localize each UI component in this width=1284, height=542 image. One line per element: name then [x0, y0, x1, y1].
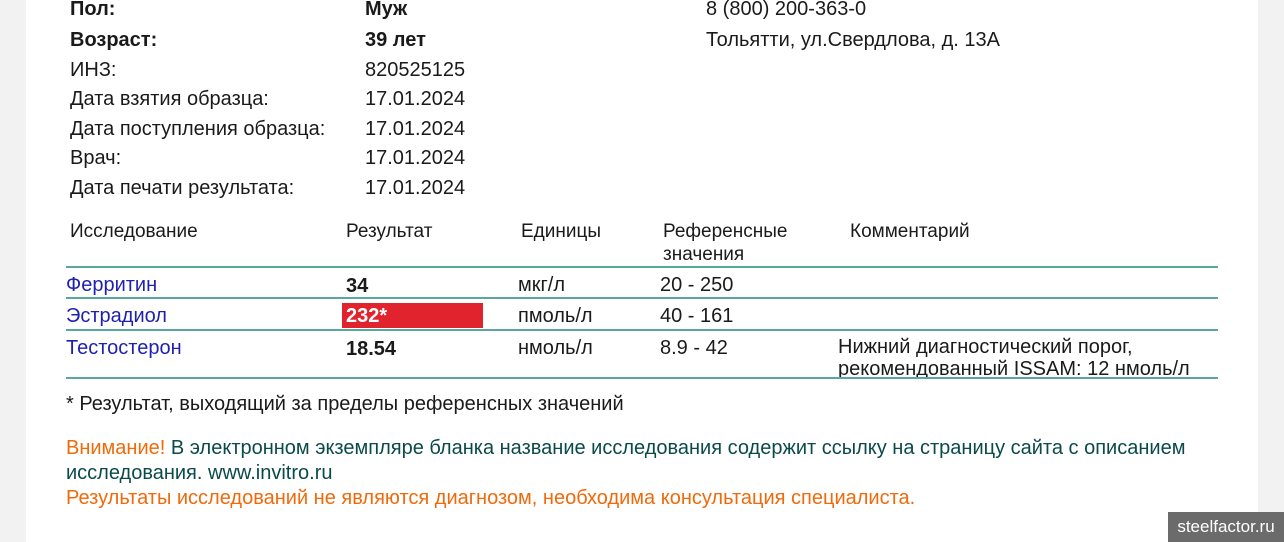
disclaimer: Результаты исследований не являются диаг…	[66, 487, 916, 509]
received-date-label: Дата поступления образца:	[70, 118, 326, 140]
test-link-ferritin[interactable]: Ферритин	[66, 274, 158, 296]
result-value: 34	[346, 275, 369, 297]
sample-date-label: Дата взятия образца:	[70, 88, 269, 110]
table-divider	[66, 329, 1218, 331]
result-sheet	[26, 0, 1258, 542]
header-ref-line1: Референсные	[663, 221, 788, 242]
units-value: пмоль/л	[518, 305, 593, 327]
contact-phone: 8 (800) 200-363-0	[706, 0, 867, 20]
ref-value: 8.9 - 42	[660, 337, 728, 359]
units-value: нмоль/л	[518, 337, 593, 359]
out-of-range-highlight	[342, 303, 483, 328]
attention-label: Внимание!	[66, 437, 166, 459]
comment-line2: рекомендованный ISSAM: 12 нмоль/л	[838, 358, 1190, 380]
header-result: Результат	[346, 221, 433, 242]
contact-address: Тольятти, ул.Свердлова, д. 13А	[706, 29, 1000, 51]
sex-value: Муж	[365, 0, 408, 20]
units-value: мкг/л	[518, 274, 566, 296]
doctor-value: 17.01.2024	[365, 147, 466, 169]
print-date-value: 17.01.2024	[365, 177, 466, 199]
result-value: 18.54	[346, 338, 397, 360]
doctor-label: Врач:	[70, 147, 122, 169]
comment-line1: Нижний диагностический порог,	[838, 336, 1133, 358]
header-comment: Комментарий	[850, 221, 970, 242]
received-date-value: 17.01.2024	[365, 118, 466, 140]
sex-label: Пол:	[70, 0, 116, 20]
notice-text1: В электронном экземпляре бланка название…	[165, 437, 1186, 459]
ref-value: 20 - 250	[660, 274, 734, 296]
watermark: steelfactor.ru	[1168, 512, 1284, 542]
header-test: Исследование	[70, 221, 198, 242]
inz-label: ИНЗ:	[70, 59, 117, 81]
header-ref-line2: значения	[663, 244, 745, 265]
sample-date-value: 17.01.2024	[365, 88, 466, 110]
print-date-label: Дата печати результата:	[70, 177, 295, 199]
age-label: Возраст:	[70, 29, 158, 51]
table-divider	[66, 297, 1218, 299]
result-value-flagged: 232*	[346, 305, 388, 327]
test-link-testosterone[interactable]: Тестостерон	[66, 337, 182, 359]
footnote: * Результат, выходящий за пределы рефере…	[66, 393, 624, 415]
inz-value: 820525125	[365, 59, 466, 81]
table-divider	[66, 266, 1218, 268]
age-value: 39 лет	[365, 29, 426, 51]
table-divider	[66, 377, 1218, 379]
notice-line1: Внимание! В электронном экземпляре бланк…	[66, 437, 1185, 460]
test-link-estradiol[interactable]: Эстрадиол	[66, 305, 167, 327]
notice-text2: исследования. www.invitro.ru	[66, 462, 333, 484]
ref-value: 40 - 161	[660, 305, 734, 327]
header-units: Единицы	[521, 221, 602, 242]
